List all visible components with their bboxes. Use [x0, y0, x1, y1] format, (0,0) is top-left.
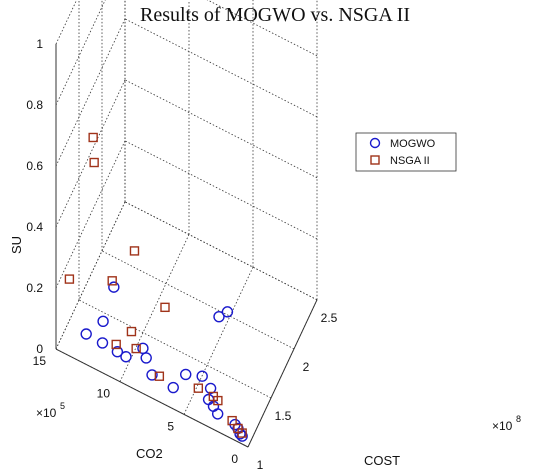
mogwo-point: [137, 342, 149, 355]
z-tick-label: 0.2: [26, 281, 43, 295]
nsga-point: [64, 274, 75, 284]
nsga-point: [193, 383, 204, 393]
nsga-point: [227, 415, 237, 426]
z-tick-label: 0.4: [26, 220, 43, 234]
legend-nsga-label: NSGA II: [390, 155, 430, 167]
mogwo-point: [202, 393, 215, 406]
y-axis-line: [55, 348, 249, 448]
z-tick-label: 0: [36, 342, 43, 356]
nsga-point: [88, 132, 98, 143]
mogwo-point: [111, 346, 124, 358]
y-multiplier-label: ×10: [36, 406, 57, 420]
nsga-point: [126, 326, 137, 337]
mogwo-point: [140, 352, 152, 364]
nsga-point: [107, 276, 117, 286]
z-tick-label: 1: [36, 37, 43, 51]
back-wall-grid-line: [55, 140, 126, 289]
mogwo-point: [211, 408, 224, 420]
chart-title: Results of MOGWO vs. NSGA II: [140, 4, 410, 26]
z-axis-label: SU: [9, 236, 24, 254]
x-tick-label: 1: [257, 458, 264, 472]
legend: MOGWO NSGA II: [355, 132, 457, 172]
nsga-point: [89, 157, 99, 168]
mogwo-point: [180, 368, 192, 381]
mogwo-point: [96, 337, 109, 349]
back-wall-grid-line: [55, 0, 78, 45]
nsga-point: [154, 371, 165, 381]
nsga-point: [129, 246, 140, 256]
nsga-point: [233, 423, 243, 434]
nsga-point: [208, 391, 219, 402]
floor-grid-line: [78, 299, 272, 399]
y-tick-label: 5: [167, 419, 174, 433]
x-multiplier-label: ×10: [492, 419, 513, 433]
mogwo-point: [196, 370, 208, 382]
mogwo-point: [221, 306, 234, 318]
mogwo-point: [108, 281, 120, 293]
data-points: [64, 132, 248, 442]
x-tick-label: 1.5: [275, 409, 292, 423]
floor-grid-line: [119, 234, 190, 382]
z-tick-label: 0.8: [26, 98, 43, 112]
y-multiplier-exponent: 5: [60, 401, 65, 411]
nsga-point: [111, 339, 121, 350]
x-axis-label: COST: [364, 453, 400, 468]
nsga-point: [160, 302, 170, 313]
back-wall-grid-line: [55, 201, 126, 350]
y-axis-label: CO2: [136, 446, 163, 461]
back-wall-grid-line: [55, 18, 126, 167]
legend-mogwo-marker: [369, 137, 381, 149]
mogwo-point: [146, 369, 158, 381]
mogwo-point: [167, 381, 179, 394]
side-wall-grid-line: [124, 201, 318, 301]
back-wall-grid-line: [55, 0, 106, 106]
y-multiplier: ×10 5: [36, 401, 65, 420]
x-tick-label: 2: [303, 360, 310, 374]
mogwo-point: [120, 351, 132, 363]
side-wall-grid-line: [124, 140, 318, 240]
mogwo-point: [204, 382, 217, 395]
legend-mogwo-label: MOGWO: [390, 138, 436, 150]
mogwo-point: [213, 310, 225, 323]
side-wall-grid-line: [124, 79, 318, 179]
mogwo-point: [97, 315, 109, 328]
y-tick-label: 0: [231, 452, 238, 466]
side-wall-grid-line: [124, 18, 318, 118]
z-tick-label: 0.6: [26, 159, 43, 173]
nsga-point: [131, 343, 141, 354]
y-tick-label: 10: [97, 387, 111, 401]
back-wall-grid-line: [55, 79, 126, 228]
x-multiplier: ×10 8: [492, 414, 521, 433]
floor-grid-line: [101, 250, 295, 350]
mogwo-point: [80, 328, 92, 340]
y-tick-label: 15: [33, 354, 47, 368]
x-tick-label: 2.5: [321, 311, 338, 325]
legend-nsga-marker: [370, 155, 380, 165]
x-axis-line: [247, 299, 318, 448]
x-multiplier-exponent: 8: [516, 414, 521, 424]
floor-grid-line: [183, 266, 254, 415]
side-wall-grid-line: [206, 0, 318, 57]
grid-lines: [55, 0, 318, 448]
